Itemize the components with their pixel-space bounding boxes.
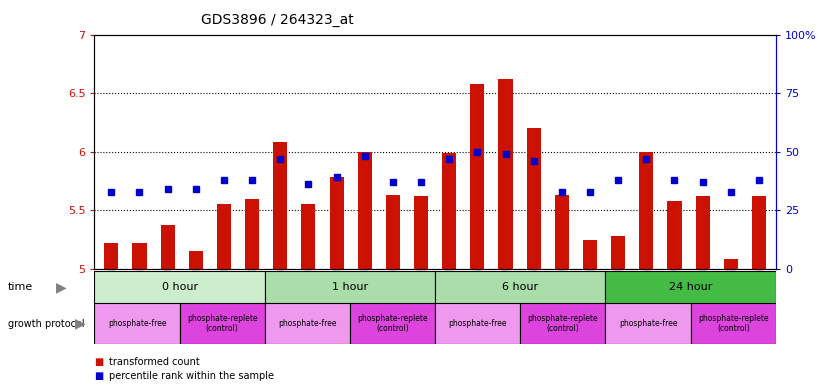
Bar: [414, 196, 428, 269]
Text: GSM618334: GSM618334: [390, 270, 396, 314]
Text: GSM618343: GSM618343: [333, 270, 340, 314]
Text: GSM618339: GSM618339: [644, 270, 649, 314]
Text: 1 hour: 1 hour: [332, 282, 368, 292]
Text: phosphate-replete
(control): phosphate-replete (control): [698, 314, 768, 333]
Bar: [498, 79, 512, 269]
Bar: [161, 225, 175, 269]
Bar: [189, 251, 203, 269]
Bar: [690, 303, 776, 344]
Bar: [329, 177, 344, 269]
Text: GSM618335: GSM618335: [305, 270, 311, 314]
Text: GDS3896 / 264323_at: GDS3896 / 264323_at: [201, 13, 354, 27]
Bar: [180, 303, 264, 344]
Bar: [695, 196, 709, 269]
Text: ▶: ▶: [76, 316, 85, 331]
Bar: [640, 152, 654, 269]
Bar: [264, 303, 350, 344]
Text: GSM618341: GSM618341: [165, 270, 171, 314]
Text: GSM618332: GSM618332: [221, 270, 227, 314]
Text: phosphate-free: phosphate-free: [278, 319, 337, 328]
Text: GSM618336: GSM618336: [559, 270, 565, 314]
Text: GSM618324: GSM618324: [193, 270, 199, 314]
Text: phosphate-free: phosphate-free: [108, 319, 167, 328]
Text: GSM618330: GSM618330: [699, 270, 705, 314]
Text: GSM618337: GSM618337: [475, 270, 480, 314]
Bar: [94, 303, 180, 344]
Bar: [435, 303, 521, 344]
Text: phosphate-free: phosphate-free: [619, 319, 677, 328]
Text: phosphate-replete
(control): phosphate-replete (control): [187, 314, 258, 333]
Text: GSM618333: GSM618333: [136, 270, 143, 314]
Bar: [273, 142, 287, 269]
Bar: [606, 303, 690, 344]
Text: GSM618338: GSM618338: [727, 270, 734, 314]
Text: 0 hour: 0 hour: [162, 282, 198, 292]
Text: GSM618325: GSM618325: [108, 270, 114, 314]
Bar: [264, 271, 435, 303]
Text: GSM618346: GSM618346: [756, 270, 762, 314]
Bar: [443, 153, 456, 269]
Text: GSM618327: GSM618327: [277, 270, 283, 314]
Bar: [301, 204, 315, 269]
Text: ▶: ▶: [57, 280, 67, 294]
Bar: [724, 260, 738, 269]
Text: ■: ■: [94, 357, 103, 367]
Text: phosphate-replete
(control): phosphate-replete (control): [357, 314, 428, 333]
Text: 6 hour: 6 hour: [502, 282, 539, 292]
Text: GSM618344: GSM618344: [587, 270, 593, 314]
Bar: [526, 128, 541, 269]
Bar: [132, 243, 146, 269]
Bar: [521, 303, 606, 344]
Bar: [555, 195, 569, 269]
Bar: [104, 243, 118, 269]
Bar: [752, 196, 766, 269]
Text: transformed count: transformed count: [109, 357, 200, 367]
Text: GSM618347: GSM618347: [672, 270, 677, 314]
Bar: [350, 303, 435, 344]
Bar: [611, 236, 626, 269]
Text: GSM618342: GSM618342: [418, 270, 424, 314]
Text: ■: ■: [94, 371, 103, 381]
Bar: [217, 204, 231, 269]
Bar: [606, 271, 776, 303]
Bar: [358, 152, 372, 269]
Bar: [245, 199, 259, 269]
Text: phosphate-free: phosphate-free: [448, 319, 507, 328]
Text: time: time: [8, 282, 34, 292]
Text: 24 hour: 24 hour: [669, 282, 713, 292]
Text: growth protocol: growth protocol: [8, 318, 85, 329]
Bar: [667, 201, 681, 269]
Bar: [386, 195, 400, 269]
Bar: [435, 271, 606, 303]
Bar: [94, 271, 264, 303]
Text: GSM618329: GSM618329: [446, 270, 452, 314]
Bar: [583, 240, 597, 269]
Text: GSM618340: GSM618340: [249, 270, 255, 314]
Text: GSM618326: GSM618326: [362, 270, 368, 314]
Bar: [470, 84, 484, 269]
Text: GSM618328: GSM618328: [530, 270, 537, 314]
Text: phosphate-replete
(control): phosphate-replete (control): [528, 314, 599, 333]
Text: percentile rank within the sample: percentile rank within the sample: [109, 371, 274, 381]
Text: GSM618331: GSM618331: [615, 270, 621, 314]
Text: GSM618345: GSM618345: [502, 270, 508, 314]
